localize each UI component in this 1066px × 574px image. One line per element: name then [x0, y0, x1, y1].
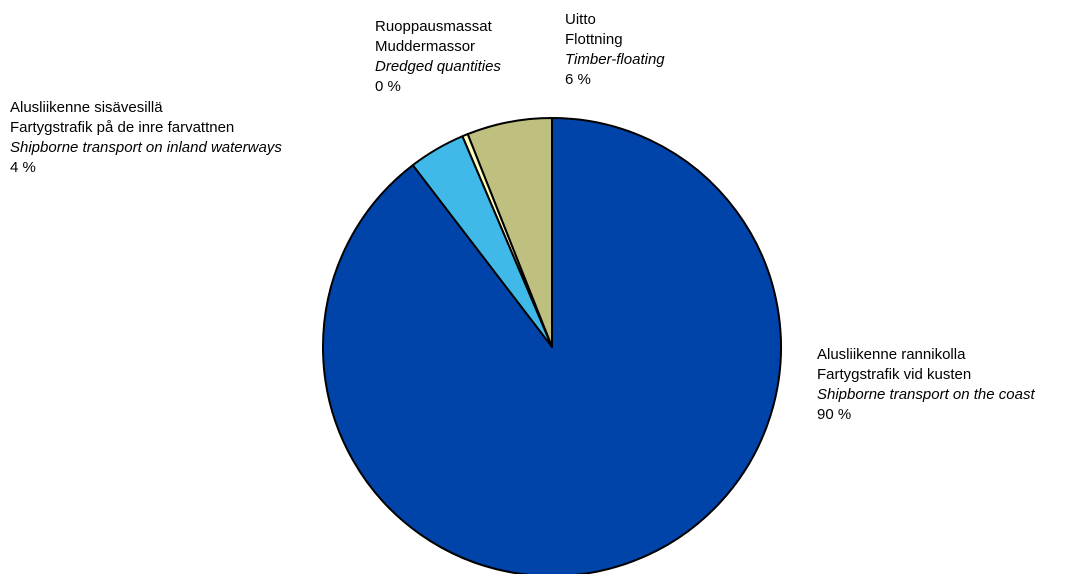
label-dredged-pct: 0 % — [375, 78, 401, 95]
label-timber-pct: 6 % — [565, 71, 591, 88]
label-dredged: Ruoppausmassat Muddermassor Dredged quan… — [375, 17, 501, 97]
label-coast: Alusliikenne rannikolla Fartygstrafik vi… — [817, 345, 1035, 425]
slice-coast — [322, 117, 782, 574]
label-inland-fi: Alusliikenne sisävesillä — [10, 99, 163, 116]
label-coast-en: Shipborne transport on the coast — [817, 386, 1035, 403]
label-dredged-en: Dredged quantities — [375, 58, 501, 75]
pie-slices — [322, 117, 782, 574]
label-coast-pct: 90 % — [817, 406, 852, 423]
label-coast-sv: Fartygstrafik vid kusten — [817, 366, 972, 383]
label-timber-sv: Flottning — [565, 31, 623, 48]
label-timber-fi: Uitto — [565, 11, 596, 28]
label-inland-pct: 4 % — [10, 159, 36, 176]
label-dredged-sv: Muddermassor — [375, 38, 476, 55]
label-dredged-fi: Ruoppausmassat — [375, 18, 492, 35]
label-coast-fi: Alusliikenne rannikolla — [817, 346, 966, 363]
label-timber: Uitto Flottning Timber-floating 6 % — [565, 10, 665, 90]
label-timber-en: Timber-floating — [565, 51, 665, 68]
label-inland-en: Shipborne transport on inland waterways — [10, 139, 282, 156]
label-inland: Alusliikenne sisävesillä Fartygstrafik p… — [10, 98, 282, 178]
label-inland-sv: Fartygstrafik på de inre farvattnen — [10, 119, 235, 136]
